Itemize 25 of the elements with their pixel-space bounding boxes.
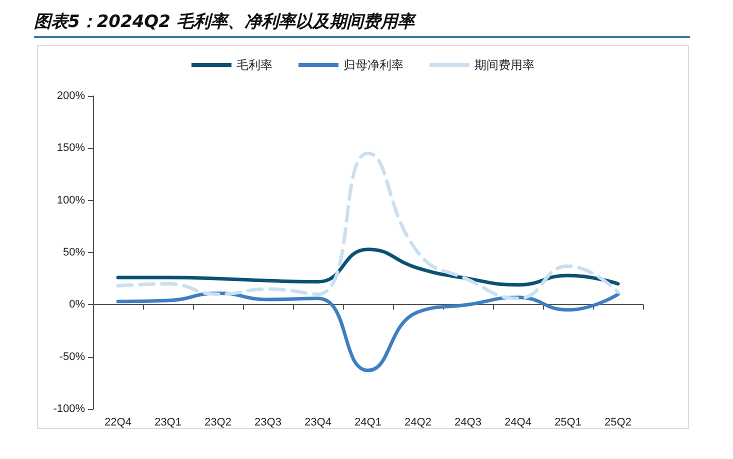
x-tick-label: 23Q1 xyxy=(154,416,182,428)
x-tick-label: 22Q4 xyxy=(104,416,132,428)
x-tick-label: 25Q1 xyxy=(554,416,582,428)
x-tick-label: 23Q2 xyxy=(204,416,232,428)
legend-label: 毛利率 xyxy=(236,58,272,72)
x-tick-label: 24Q3 xyxy=(454,416,482,428)
x-tick-label: 24Q4 xyxy=(504,416,532,428)
chart-title: 图表5：2024Q2 毛利率、净利率以及期间费用率 xyxy=(34,8,690,38)
y-tick-label: 50% xyxy=(62,246,86,258)
y-tick-label: 200% xyxy=(56,90,86,102)
line-series xyxy=(116,248,620,287)
y-tick-label: 100% xyxy=(56,194,86,206)
x-tick-label: 23Q3 xyxy=(254,416,282,428)
x-tick-label: 24Q1 xyxy=(354,416,382,428)
legend-label: 归母净利率 xyxy=(344,58,404,72)
x-tick-label: 24Q2 xyxy=(404,416,432,428)
line-series xyxy=(116,291,620,372)
y-tick-label: -100% xyxy=(53,403,86,415)
y-tick-label: 0% xyxy=(69,298,86,311)
y-tick-label: -50% xyxy=(59,350,86,363)
x-tick-label: 23Q4 xyxy=(304,416,332,428)
y-tick-label: 150% xyxy=(56,142,86,154)
line-series xyxy=(116,152,620,300)
legend-label: 期间费用率 xyxy=(474,58,534,72)
x-tick-label: 25Q2 xyxy=(604,416,632,428)
